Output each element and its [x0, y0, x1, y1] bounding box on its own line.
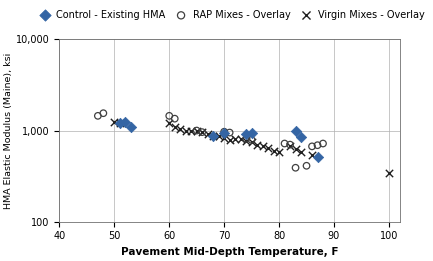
- Virgin Mixes - Overlay: [116, 121, 123, 125]
- Control - Existing HMA: [221, 131, 228, 135]
- Virgin Mixes - Overlay: [270, 149, 277, 153]
- RAP Mixes - Overlay: [226, 130, 233, 135]
- Virgin Mixes - Overlay: [111, 120, 118, 124]
- Control - Existing HMA: [242, 132, 249, 136]
- RAP Mixes - Overlay: [292, 166, 299, 170]
- Virgin Mixes - Overlay: [248, 140, 255, 145]
- Virgin Mixes - Overlay: [385, 171, 392, 175]
- Virgin Mixes - Overlay: [182, 128, 189, 133]
- RAP Mixes - Overlay: [281, 141, 288, 146]
- Control - Existing HMA: [248, 130, 255, 135]
- Virgin Mixes - Overlay: [259, 144, 266, 148]
- Control - Existing HMA: [314, 155, 321, 159]
- X-axis label: Pavement Mid-Depth Temperature, F: Pavement Mid-Depth Temperature, F: [121, 247, 339, 257]
- Virgin Mixes - Overlay: [199, 130, 206, 134]
- Virgin Mixes - Overlay: [215, 134, 222, 139]
- Virgin Mixes - Overlay: [221, 136, 228, 140]
- Virgin Mixes - Overlay: [193, 129, 200, 133]
- RAP Mixes - Overlay: [199, 130, 206, 134]
- RAP Mixes - Overlay: [320, 141, 326, 146]
- RAP Mixes - Overlay: [314, 143, 321, 147]
- Virgin Mixes - Overlay: [265, 146, 271, 150]
- RAP Mixes - Overlay: [171, 117, 178, 121]
- Virgin Mixes - Overlay: [237, 137, 244, 141]
- Virgin Mixes - Overlay: [276, 150, 283, 154]
- Control - Existing HMA: [292, 129, 299, 133]
- RAP Mixes - Overlay: [193, 128, 200, 133]
- RAP Mixes - Overlay: [309, 144, 316, 149]
- Virgin Mixes - Overlay: [188, 128, 195, 133]
- Virgin Mixes - Overlay: [171, 125, 178, 129]
- Virgin Mixes - Overlay: [232, 137, 239, 141]
- RAP Mixes - Overlay: [287, 143, 294, 147]
- RAP Mixes - Overlay: [221, 130, 228, 134]
- RAP Mixes - Overlay: [303, 164, 310, 168]
- Control - Existing HMA: [297, 135, 304, 140]
- Legend: Control - Existing HMA, RAP Mixes - Overlay, Virgin Mixes - Overlay: Control - Existing HMA, RAP Mixes - Over…: [33, 8, 427, 22]
- Control - Existing HMA: [127, 125, 134, 129]
- Control - Existing HMA: [122, 120, 129, 124]
- RAP Mixes - Overlay: [94, 114, 101, 118]
- Control - Existing HMA: [116, 121, 123, 125]
- Virgin Mixes - Overlay: [292, 147, 299, 152]
- Virgin Mixes - Overlay: [287, 144, 294, 148]
- Virgin Mixes - Overlay: [309, 153, 316, 157]
- Virgin Mixes - Overlay: [254, 143, 261, 147]
- RAP Mixes - Overlay: [100, 111, 107, 115]
- Virgin Mixes - Overlay: [226, 138, 233, 142]
- Virgin Mixes - Overlay: [177, 127, 184, 131]
- Y-axis label: HMA Elastic Modulus (Maine), ksi: HMA Elastic Modulus (Maine), ksi: [4, 52, 13, 209]
- RAP Mixes - Overlay: [166, 114, 173, 118]
- Virgin Mixes - Overlay: [210, 133, 216, 138]
- Virgin Mixes - Overlay: [242, 139, 249, 144]
- Virgin Mixes - Overlay: [166, 121, 173, 125]
- Virgin Mixes - Overlay: [297, 150, 304, 154]
- RAP Mixes - Overlay: [248, 138, 255, 142]
- RAP Mixes - Overlay: [242, 137, 249, 141]
- Virgin Mixes - Overlay: [204, 132, 211, 136]
- Control - Existing HMA: [210, 134, 216, 138]
